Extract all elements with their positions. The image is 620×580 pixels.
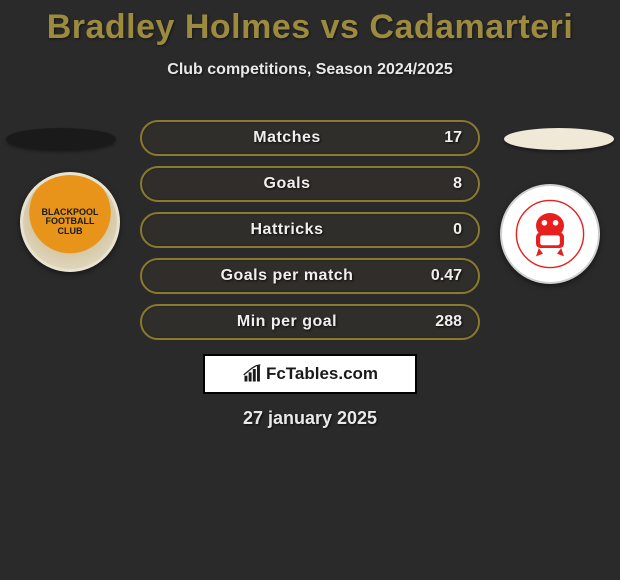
stat-label: Matches <box>158 129 416 147</box>
stat-row: Hattricks 0 <box>140 212 480 248</box>
stat-row: Matches 17 <box>140 120 480 156</box>
stat-value: 0 <box>416 221 462 239</box>
lincoln-city-badge-icon <box>515 199 585 269</box>
stat-label: Goals <box>158 175 416 193</box>
team-badge-left: BLACKPOOL FOOTBALL CLUB <box>20 172 120 272</box>
blackpool-badge-icon: BLACKPOOL FOOTBALL CLUB <box>40 192 100 252</box>
stat-value: 0.47 <box>416 267 462 285</box>
stat-value: 17 <box>416 129 462 147</box>
stat-label: Hattricks <box>158 221 416 239</box>
stat-label: Min per goal <box>158 313 416 331</box>
team-badge-right <box>500 184 600 284</box>
stat-row: Min per goal 288 <box>140 304 480 340</box>
stat-value: 288 <box>416 313 462 331</box>
footer-date: 27 january 2025 <box>0 408 620 429</box>
page-title: Bradley Holmes vs Cadamarteri <box>0 0 620 47</box>
page-subtitle: Club competitions, Season 2024/2025 <box>0 61 620 79</box>
brand-text: FcTables.com <box>266 364 378 384</box>
stat-label: Goals per match <box>158 267 416 285</box>
brand-box: FcTables.com <box>203 354 417 394</box>
decor-ellipse-right <box>504 128 614 150</box>
stat-row: Goals per match 0.47 <box>140 258 480 294</box>
stat-row: Goals 8 <box>140 166 480 202</box>
bar-chart-icon <box>242 364 262 384</box>
decor-ellipse-left <box>6 128 116 150</box>
stat-value: 8 <box>416 175 462 193</box>
stats-panel: Matches 17 Goals 8 Hattricks 0 Goals per… <box>140 120 480 350</box>
